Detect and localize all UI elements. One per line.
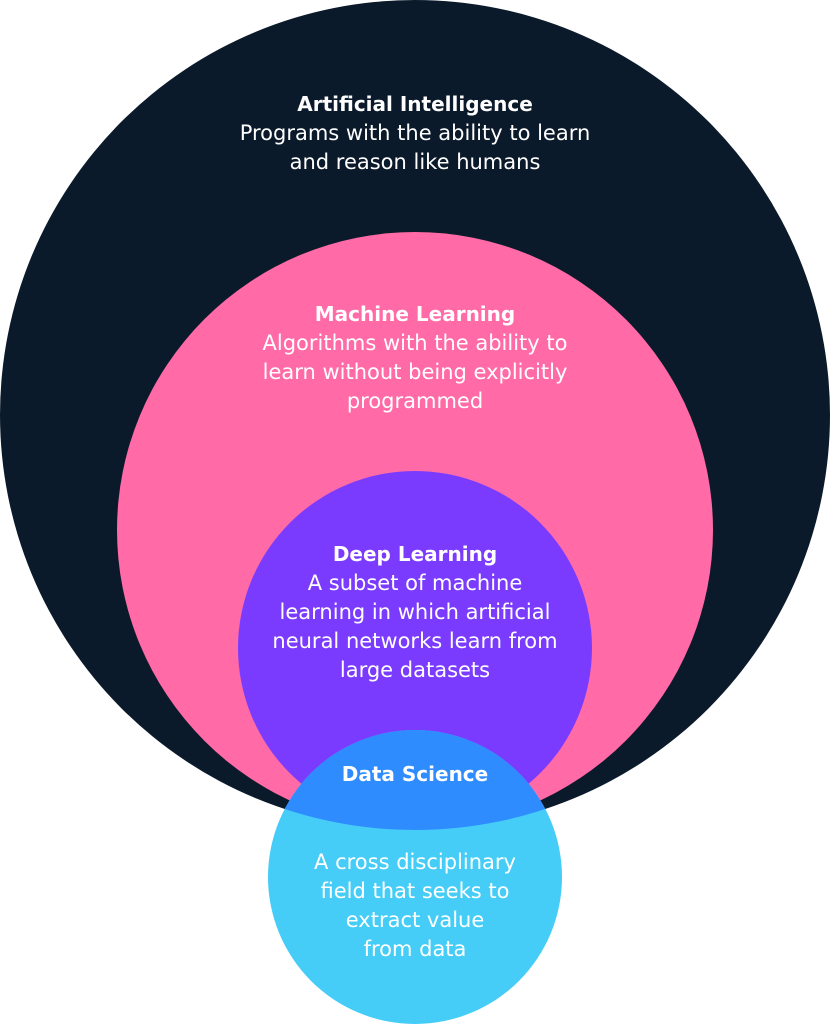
ai-description: Programs with the ability to learn and r… [239,121,591,174]
dl-circle [238,471,592,825]
dl-title: Deep Learning [332,542,498,566]
ds-description-block: A cross disciplinary field that seeks to… [270,848,560,964]
ds-label: Data Science [280,760,550,789]
ml-description: Algorithms with the ability to learn wit… [262,331,568,413]
dl-label: Deep Learning A subset of machine learni… [240,540,590,685]
dl-description: A subset of machine learning in which ar… [272,571,558,682]
ai-title: Artificial Intelligence [297,92,533,116]
ds-title: Data Science [341,762,489,786]
ml-label: Machine Learning Algorithms with the abi… [195,300,635,416]
ds-description: A cross disciplinary field that seeks to… [314,850,516,961]
ai-label: Artificial Intelligence Programs with th… [165,90,665,177]
ml-title: Machine Learning [314,302,516,326]
ds-overlap-region [268,730,562,830]
